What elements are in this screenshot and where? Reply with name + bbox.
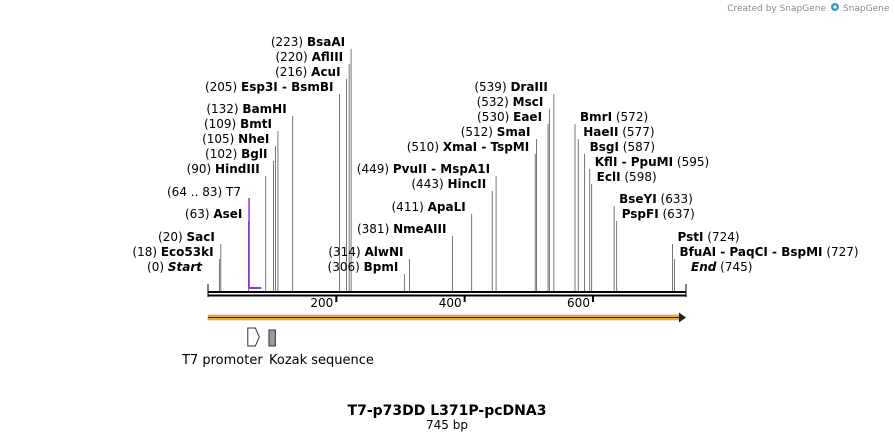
site-label: (381) NmeAIII [357,222,446,236]
site-label: BseYI (633) [619,192,693,206]
site-label: (411) ApaLI [392,200,466,214]
ruler-tick-label: 200 [310,296,333,310]
site-label: (102) BglI [205,147,267,161]
site-label: (20) SacI [158,230,215,244]
site-label: (223) BsaAI [271,35,345,49]
primer-layer: (64 .. 83) T7 [167,185,262,289]
site-label: BfuAI - PaqCI - BspMI (727) [679,245,858,259]
site-label: (105) NheI [202,132,269,146]
credit-text: Created by SnapGene [727,4,826,14]
site-label: (109) BmtI [204,117,272,131]
bottom-strand [208,294,686,297]
site-label: KflI - PpuMI (595) [595,155,709,169]
feature-label: Kozak sequence [269,353,374,368]
map-title: T7-p73DD L371P-pcDNA3 [348,403,547,419]
site-label: (539) DraIII [474,80,547,94]
site-label: (216) AcuI [275,65,341,79]
site-label: (220) AflIII [275,50,343,64]
site-label: BmrI (572) [580,110,648,124]
sequence-bar-arrowhead [679,312,686,323]
site-label: (530) EaeI [477,110,542,124]
site-label: (205) Esp3I - BsmBI [205,80,334,94]
site-label: PstI (724) [678,230,740,244]
t7-primer-label: (64 .. 83) T7 [167,185,241,199]
site-label: BsgI (587) [590,140,655,154]
site-label: (532) MscI [477,95,544,109]
restriction-sites: (0) Start(18) Eco53kI(20) SacI (63) AseI (… [132,35,859,291]
site-label: EclI (598) [597,170,657,184]
site-label: HaeII (577) [583,125,654,139]
ruler-tick-label: 600 [567,296,590,310]
site-label: (0) Start [147,260,203,274]
site-label: (63) AseI [185,207,243,221]
site-label: (510) XmaI - TspMI [407,140,529,154]
kozak-sequence-box [268,329,276,347]
ruler: 200 400 600 [310,296,594,310]
dna-backbone [207,284,687,297]
site-label: (314) AlwNI [328,245,403,259]
site-label: (512) SmaI [461,125,531,139]
top-strand [208,291,686,293]
site-label: (132) BamHI [206,102,286,116]
features: T7 promoter Kozak sequence [181,312,686,368]
map-length: 745 bp [426,418,468,432]
feature-label: T7 promoter [181,353,263,368]
brand-name: SnapGene [843,4,890,14]
site-label: (449) PvuII - MspA1I [357,162,490,176]
site-label: (306) BpmI [328,260,399,274]
site-label: PspFI (637) [622,207,695,221]
site-label: (90) HindIII [187,162,260,176]
ruler-tick-label: 400 [439,296,462,310]
t7-promoter-arrow-icon [247,327,260,347]
site-label: End (745) [691,260,752,274]
site-label: (18) Eco53kI [132,245,213,259]
snapgene-logo-icon [831,3,839,11]
site-label: (443) HincII [411,177,486,191]
